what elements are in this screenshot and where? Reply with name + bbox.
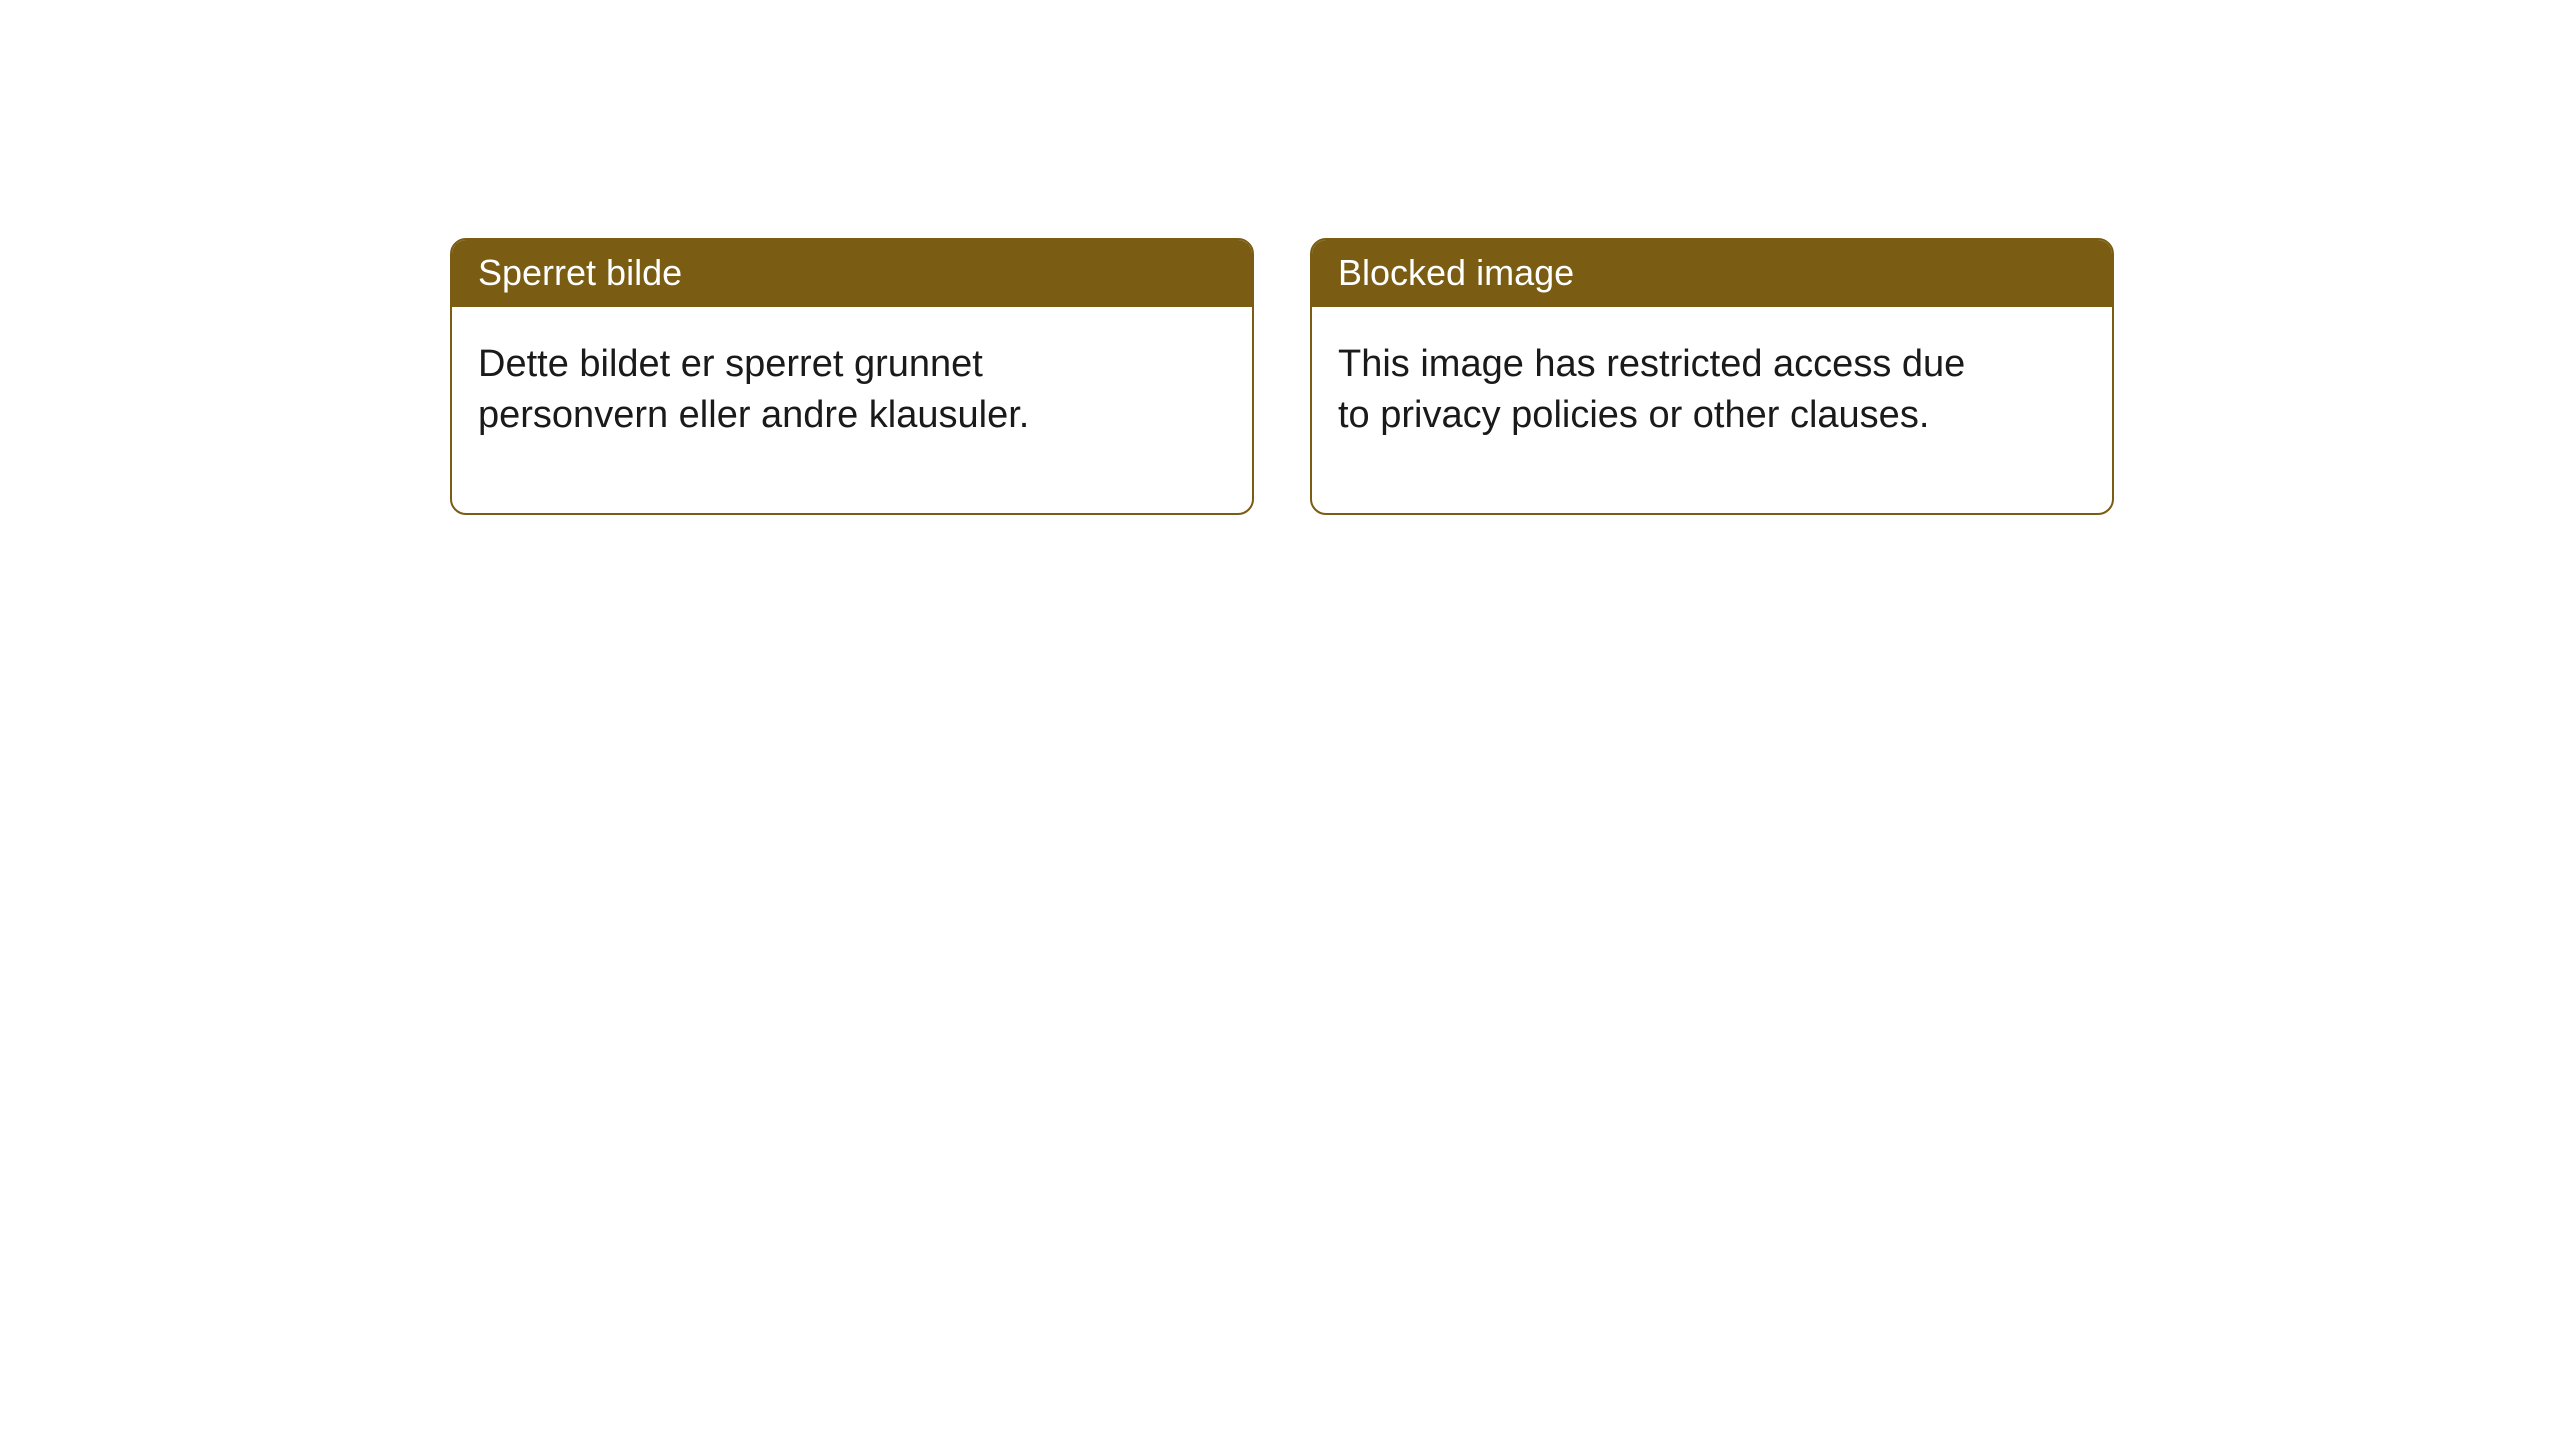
notice-card-norwegian: Sperret bilde Dette bildet er sperret gr… [450, 238, 1254, 515]
notice-body: Dette bildet er sperret grunnet personve… [452, 307, 1132, 514]
notice-header: Sperret bilde [452, 240, 1252, 307]
notice-card-english: Blocked image This image has restricted … [1310, 238, 2114, 515]
notice-header: Blocked image [1312, 240, 2112, 307]
notice-body: This image has restricted access due to … [1312, 307, 1992, 514]
notice-container: Sperret bilde Dette bildet er sperret gr… [0, 0, 2560, 515]
